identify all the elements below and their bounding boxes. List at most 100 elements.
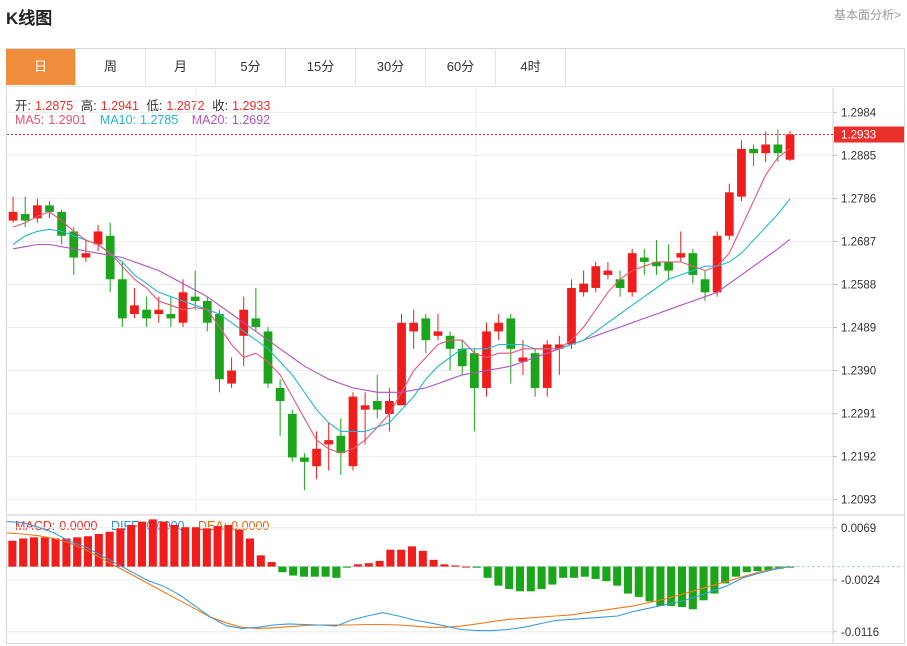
macd-bar <box>569 566 579 578</box>
candle-body <box>676 253 686 258</box>
fundamental-analysis-link[interactable]: 基本面分析> <box>833 8 901 22</box>
candle-body <box>724 192 734 236</box>
candle-body <box>542 344 552 388</box>
macd-bar <box>677 566 687 608</box>
macd-bar <box>245 538 255 567</box>
candle-body <box>397 322 406 406</box>
tab-15min[interactable]: 15分 <box>286 49 356 85</box>
chart-panel <box>6 48 905 644</box>
tab-day[interactable]: 日 <box>6 49 76 85</box>
candle-body <box>190 296 200 301</box>
macd-bar <box>364 563 373 567</box>
candle-body <box>372 400 382 410</box>
candle-body <box>93 231 103 245</box>
macd-bar <box>407 546 417 567</box>
candle-body <box>178 292 188 323</box>
macd-bar <box>8 540 17 567</box>
y-tick-label: 1.2093 <box>841 495 876 507</box>
candle-body <box>737 148 746 197</box>
macd-bar <box>494 566 503 586</box>
macd-bar <box>94 533 103 567</box>
macd-bar <box>753 566 762 572</box>
macd-value: 0.0000 <box>59 519 98 533</box>
macd-bar <box>667 566 676 606</box>
candle-body <box>81 253 91 258</box>
macd-bar <box>213 526 222 567</box>
macd-bar <box>29 537 39 567</box>
y-tick-label: 1.2588 <box>841 279 876 291</box>
candle-body <box>287 414 297 458</box>
tab-30min[interactable]: 30分 <box>356 49 426 85</box>
tab-60min[interactable]: 60分 <box>426 49 496 85</box>
macd-bar <box>137 521 147 567</box>
macd-bar <box>310 566 319 577</box>
candle-body <box>639 257 649 262</box>
macd-bar <box>451 565 460 567</box>
macd-bar <box>742 566 751 573</box>
macd-y-tick-label: -0.0024 <box>841 575 881 587</box>
macd-bar <box>721 566 730 584</box>
tab-divider <box>6 86 905 87</box>
macd-bar <box>116 528 125 567</box>
candle-body <box>530 353 540 388</box>
tab-4hour[interactable]: 4时 <box>496 49 566 85</box>
candle-body <box>421 318 431 341</box>
macd-bar <box>688 566 697 610</box>
period-tabs: 日 周 月 5分 15分 30分 60分 4时 <box>6 49 566 86</box>
y-tick-label: 1.2885 <box>841 150 876 162</box>
candle-body <box>567 287 576 345</box>
y-tick-label: 1.2291 <box>841 409 876 421</box>
candle-body <box>360 405 370 410</box>
tab-week[interactable]: 周 <box>76 49 146 85</box>
y-tick-label: 1.2984 <box>841 107 877 119</box>
y-tick-label: 1.2192 <box>841 452 876 464</box>
macd-bar <box>51 538 60 567</box>
open-label: 开: <box>15 99 31 113</box>
macd-bar <box>62 538 71 567</box>
candle-body <box>470 353 479 388</box>
macd-bar <box>699 566 708 601</box>
ohlc-info: 开: 1.2875 高: 1.2941 低: 1.2872 收: 1.2933 <box>15 95 274 114</box>
candle-body <box>324 440 334 445</box>
diff-line <box>6 521 791 632</box>
macd-bar <box>397 549 406 567</box>
close-label: 收: <box>212 99 229 113</box>
candle-body <box>761 144 771 154</box>
macd-bar <box>170 524 179 567</box>
candle-body <box>202 301 212 323</box>
ma5-value: 1.2901 <box>48 113 87 127</box>
candle-body <box>494 322 504 332</box>
candle-body <box>652 261 661 267</box>
candle-body <box>385 400 394 415</box>
y-tick-label: 1.2786 <box>841 193 876 205</box>
candle-body <box>627 253 637 293</box>
candle-body <box>336 435 346 454</box>
macd-bar <box>731 566 741 577</box>
ma10-value: 1.2785 <box>140 113 179 127</box>
ma20-label: MA20: <box>191 113 228 127</box>
current-price-label: 1.2933 <box>841 130 876 142</box>
candle-body <box>69 231 79 258</box>
candle-body <box>445 335 455 349</box>
candle-body <box>300 457 309 462</box>
macd-bar <box>429 559 438 567</box>
close-value: 1.2933 <box>232 99 271 113</box>
macd-bar <box>299 566 309 577</box>
macd-bar <box>613 566 622 586</box>
ma5-label: MA5: <box>15 113 45 127</box>
macd-bar <box>181 527 190 567</box>
macd-bar <box>353 564 363 567</box>
tab-month[interactable]: 月 <box>146 49 216 85</box>
macd-bar <box>645 566 654 602</box>
low-label: 低: <box>146 99 163 113</box>
macd-bar <box>202 528 211 567</box>
macd-bar <box>602 566 611 582</box>
macd-bar <box>710 566 719 594</box>
macd-bar <box>321 566 330 577</box>
candle-body <box>506 318 516 349</box>
page-title: K线图 <box>6 9 53 28</box>
candle-body <box>712 235 722 293</box>
tab-5min[interactable]: 5分 <box>216 49 286 85</box>
macd-bar <box>418 550 427 567</box>
